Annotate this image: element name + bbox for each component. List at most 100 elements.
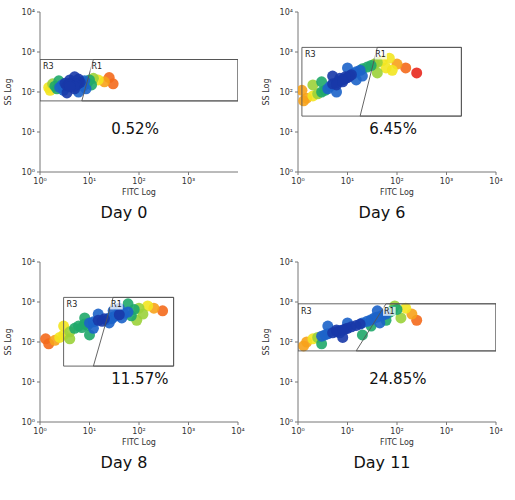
x-tick (496, 422, 497, 425)
y-tick (37, 172, 40, 173)
gate-label-bg (374, 50, 387, 59)
x-tick-label: 10² (132, 177, 145, 186)
x-tick (446, 172, 447, 175)
y-tick-label: 10¹ (280, 378, 293, 387)
y-tick (295, 262, 298, 263)
plot-area (40, 297, 173, 366)
gate-label: R1 (91, 62, 102, 71)
x-tick (397, 172, 398, 175)
panel: 10⁰10¹10²10³10⁴10⁰10¹10²10³10⁴FITC LogSS… (262, 8, 503, 222)
x-tick-label: 10³ (440, 177, 453, 186)
x-tick (397, 422, 398, 425)
panel: 10⁰10¹10²10³10⁴10⁰10¹10²10³10⁴FITC LogSS… (262, 258, 503, 472)
x-tick (496, 172, 497, 175)
annotation: 11.57% (111, 370, 168, 388)
gate-label-bg (110, 300, 123, 309)
x-tick-label: 10⁴ (489, 427, 502, 436)
gate (298, 304, 496, 351)
gate-label: R3 (67, 300, 78, 309)
panel: 10⁰10¹10²10³10⁰10¹10²10³10⁴FITC LogSS Lo… (4, 8, 238, 222)
y-tick (295, 12, 298, 13)
annotation-bg (109, 370, 170, 388)
x-tick (188, 172, 189, 175)
x-tick (89, 172, 90, 175)
gate-label: R3 (301, 307, 312, 316)
x-axis-title: FITC Log (122, 438, 156, 447)
annotation-bg (109, 120, 161, 138)
x-tick (238, 422, 239, 425)
annotation-bg (367, 120, 419, 138)
x-tick-label: 10² (390, 427, 403, 436)
x-tick-label: 10⁴ (231, 427, 244, 436)
y-tick-label: 10² (22, 338, 35, 347)
x-tick-label: 10⁰ (33, 427, 46, 436)
panel-title: Day 8 (101, 453, 148, 472)
cell-point (316, 331, 327, 342)
cell-point (114, 309, 125, 320)
y-tick-label: 10² (22, 88, 35, 97)
y-tick-label: 10⁰ (22, 418, 35, 427)
x-tick-label: 10² (390, 177, 403, 186)
gate (360, 47, 461, 116)
y-tick (37, 342, 40, 343)
x-tick-label: 10⁰ (291, 427, 304, 436)
cell-point (355, 319, 366, 330)
x-axis-title: FITC Log (122, 188, 156, 197)
y-axis-title: SS Log (262, 79, 271, 106)
y-tick (295, 422, 298, 423)
y-tick-label: 10⁰ (280, 418, 293, 427)
y-tick (295, 132, 298, 133)
y-tick (37, 92, 40, 93)
y-axis-title: SS Log (262, 329, 271, 356)
gate (64, 297, 174, 366)
x-tick-label: 10³ (440, 427, 453, 436)
figure: 10⁰ 10¹ 10² 10³ 10⁰ 10¹ 10² 10³ 10⁴ FITC Log SS Lo… (0, 0, 515, 500)
gate-label-bg (90, 62, 103, 71)
annotation: 0.52% (111, 120, 159, 138)
x-axis-title: FITC Log (380, 438, 414, 447)
x-tick-label: 10¹ (341, 177, 354, 186)
y-tick-label: 10² (280, 88, 293, 97)
y-tick-label: 10¹ (280, 128, 293, 137)
plot-area (298, 47, 461, 116)
y-tick-label: 10⁴ (280, 8, 293, 17)
y-tick-label: 10¹ (22, 378, 35, 387)
y-tick-label: 10¹ (22, 128, 35, 137)
x-tick (139, 422, 140, 425)
x-tick-label: 10⁰ (33, 177, 46, 186)
gate-label-bg (42, 62, 55, 71)
y-tick (37, 262, 40, 263)
gate-label-bg (304, 50, 317, 59)
cell-point (337, 324, 348, 335)
gate-label: R1 (384, 307, 395, 316)
y-tick (295, 342, 298, 343)
x-axis-title: FITC Log (380, 188, 414, 197)
x-tick (347, 422, 348, 425)
gate-label: R3 (43, 62, 54, 71)
x-tick (446, 422, 447, 425)
panel-title: Day 6 (359, 203, 406, 222)
y-tick-label: 10³ (22, 48, 35, 57)
plot-area (298, 300, 496, 351)
x-tick (139, 172, 140, 175)
y-tick-label: 10⁴ (280, 258, 293, 267)
gate-label-bg (300, 307, 313, 316)
x-tick (347, 172, 348, 175)
y-tick (37, 132, 40, 133)
x-tick-label: 10⁴ (489, 177, 502, 186)
x-tick-label: 10¹ (341, 427, 354, 436)
panel-title: Day 11 (353, 453, 410, 472)
y-tick (37, 382, 40, 383)
y-tick (37, 52, 40, 53)
gate-label: R1 (375, 50, 386, 59)
panel-title: Day 0 (101, 203, 148, 222)
annotation: 24.85% (369, 370, 426, 388)
panel: 10⁰10¹10²10³10⁴10⁰10¹10²10³10⁴FITC LogSS… (4, 258, 245, 472)
x-tick-label: 10³ (182, 177, 195, 186)
annotation: 6.45% (369, 120, 417, 138)
gate (302, 47, 462, 116)
y-tick-label: 10⁴ (22, 258, 35, 267)
y-tick (37, 12, 40, 13)
cell-point (337, 76, 348, 87)
y-tick (295, 52, 298, 53)
